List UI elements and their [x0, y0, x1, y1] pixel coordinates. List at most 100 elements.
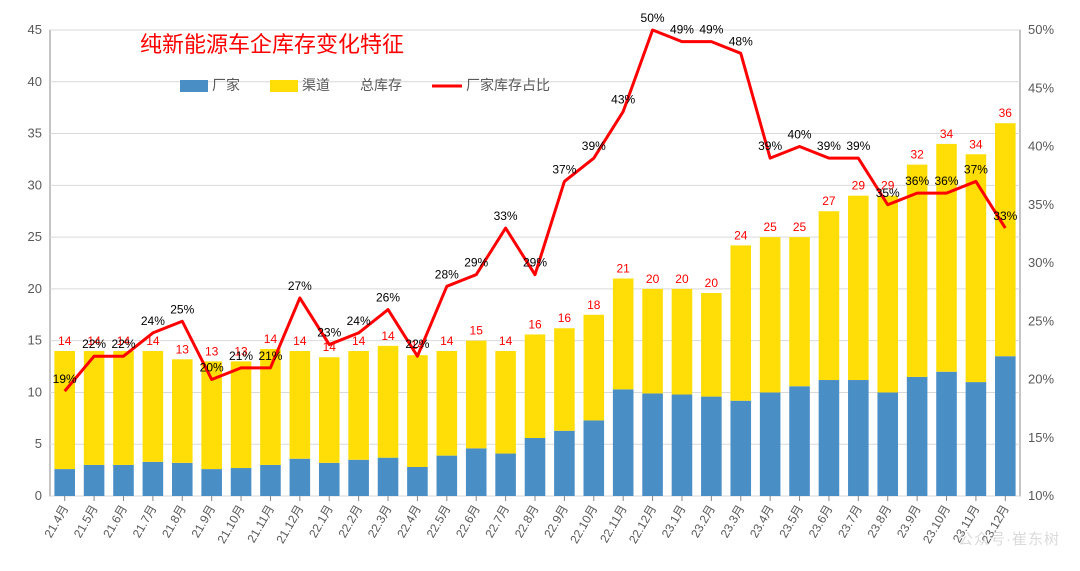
bar-manufacturer — [260, 465, 281, 496]
bar-channel — [554, 328, 575, 431]
ratio-label: 37% — [552, 162, 576, 176]
ratio-label: 39% — [846, 139, 870, 153]
bar-manufacturer — [201, 469, 222, 496]
bar-total-label: 25 — [793, 220, 807, 234]
bar-manufacturer — [319, 463, 340, 496]
ratio-label: 29% — [464, 256, 488, 270]
bar-manufacturer — [907, 377, 928, 496]
svg-text:20: 20 — [28, 281, 42, 296]
svg-text:25: 25 — [28, 229, 42, 244]
bar-total-label: 32 — [910, 148, 924, 162]
bar-total-label: 16 — [558, 311, 572, 325]
ratio-label: 19% — [53, 372, 77, 386]
ratio-label: 35% — [876, 186, 900, 200]
bar-total-label: 18 — [587, 298, 601, 312]
x-axis-label: 22.9月 — [541, 503, 571, 541]
bar-channel — [290, 351, 311, 459]
x-axis-label: 21.12月 — [273, 503, 306, 546]
bar-total-label: 13 — [205, 344, 219, 358]
ratio-label: 25% — [170, 302, 194, 316]
bar-manufacturer — [701, 397, 722, 496]
ratio-label: 33% — [494, 209, 518, 223]
bar-total-label: 21 — [617, 262, 631, 276]
x-axis-label: 21.11月 — [244, 503, 277, 546]
x-axis-label: 23.11月 — [950, 503, 983, 546]
bar-manufacturer — [554, 431, 575, 496]
ratio-label: 49% — [670, 23, 694, 37]
x-axis-label: 21.10月 — [215, 503, 248, 546]
bar-channel — [995, 123, 1016, 356]
bar-manufacturer — [760, 392, 781, 496]
x-axis-label: 22.1月 — [306, 503, 336, 541]
bar-channel — [701, 293, 722, 397]
bar-channel — [672, 289, 693, 395]
x-axis-label: 21.6月 — [100, 503, 130, 541]
x-axis-label: 23.7月 — [835, 503, 865, 541]
bar-manufacturer — [789, 386, 810, 496]
svg-text:10%: 10% — [1028, 488, 1054, 503]
x-axis-label: 22.3月 — [365, 503, 395, 541]
bar-manufacturer — [730, 401, 751, 496]
ratio-label: 28% — [435, 267, 459, 281]
bar-channel — [407, 355, 428, 467]
ratio-label: 22% — [111, 337, 135, 351]
svg-text:35%: 35% — [1028, 197, 1054, 212]
bar-channel — [348, 351, 369, 460]
bar-total-label: 20 — [705, 276, 719, 290]
bar-channel — [143, 351, 164, 462]
bar-total-label: 29 — [852, 179, 866, 193]
bar-channel — [760, 237, 781, 392]
x-axis-label: 22.2月 — [335, 503, 365, 541]
bar-manufacturer — [995, 356, 1016, 496]
bar-total-label: 15 — [470, 324, 484, 338]
bar-channel — [966, 154, 987, 382]
x-axis-label: 21.4月 — [41, 503, 71, 541]
svg-text:50%: 50% — [1028, 22, 1054, 37]
x-axis-label: 23.5月 — [776, 503, 806, 541]
ratio-label: 43% — [611, 93, 635, 107]
bar-channel — [231, 361, 252, 468]
bar-channel — [613, 279, 634, 390]
ratio-label: 49% — [699, 23, 723, 37]
x-axis-label: 22.12月 — [626, 503, 659, 546]
bar-channel — [848, 196, 869, 380]
legend-label: 总库存 — [360, 77, 402, 93]
svg-text:35: 35 — [28, 126, 42, 141]
x-axis-label: 21.8月 — [159, 503, 189, 541]
bar-channel — [437, 351, 458, 456]
bar-total-label: 24 — [734, 228, 748, 242]
bar-manufacturer — [877, 392, 898, 496]
bar-channel — [730, 245, 751, 400]
svg-text:25%: 25% — [1028, 313, 1054, 328]
bar-manufacturer — [613, 389, 634, 496]
ratio-label: 50% — [641, 11, 665, 25]
bar-channel — [642, 289, 663, 394]
bar-total-label: 20 — [646, 272, 660, 286]
ratio-label: 39% — [582, 139, 606, 153]
bar-manufacturer — [172, 463, 193, 496]
bar-manufacturer — [54, 469, 75, 496]
ratio-label: 24% — [347, 314, 371, 328]
bar-manufacturer — [348, 460, 369, 496]
bar-total-label: 13 — [176, 342, 190, 356]
bar-manufacturer — [84, 465, 105, 496]
bar-manufacturer — [672, 395, 693, 496]
bar-manufacturer — [495, 454, 516, 496]
x-axis-label: 22.8月 — [512, 503, 542, 541]
svg-text:15%: 15% — [1028, 430, 1054, 445]
bar-channel — [466, 341, 487, 449]
chart-title: 纯新能源车企库存变化特征 — [140, 32, 404, 57]
ratio-label: 36% — [934, 174, 958, 188]
bar-manufacturer — [936, 372, 957, 496]
ratio-label: 33% — [993, 209, 1017, 223]
x-axis-label: 23.1月 — [659, 503, 689, 541]
x-axis-label: 23.12月 — [979, 503, 1012, 546]
x-axis-label: 22.7月 — [482, 503, 512, 541]
x-axis-label: 22.4月 — [394, 503, 424, 541]
bar-manufacturer — [290, 459, 311, 496]
bar-channel — [113, 351, 134, 465]
bar-manufacturer — [143, 462, 164, 496]
bar-channel — [495, 351, 516, 454]
bar-manufacturer — [642, 393, 663, 496]
bar-channel — [877, 196, 898, 393]
